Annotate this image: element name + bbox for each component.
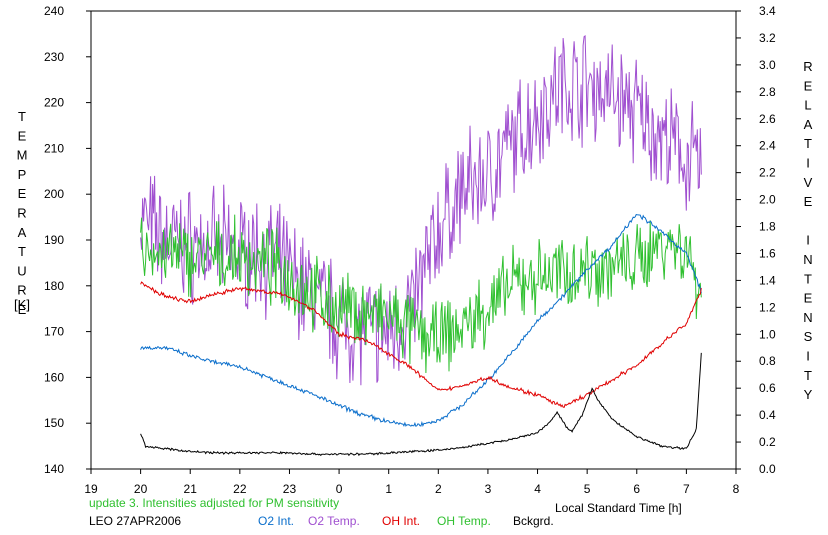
y-left-tick-label: 210 <box>44 141 64 155</box>
y-right-tick-label: 3.0 <box>759 58 776 72</box>
y-left-tick-label: 190 <box>44 233 64 247</box>
legend: O2 Int. O2 Temp. OH Int. OH Temp. Bckgrd. <box>258 514 554 528</box>
x-tick-label: 0 <box>336 482 343 496</box>
y-right-tick-label: 0.4 <box>759 408 776 422</box>
y-left-tick-label: 140 <box>44 462 64 476</box>
y-right-title-letter: I <box>806 233 810 248</box>
y-right-tick-label: 0.0 <box>759 462 776 476</box>
plot-lines <box>140 34 702 457</box>
y-right-tick-label: 1.6 <box>759 246 776 260</box>
y-left-title-letter: R <box>17 283 26 298</box>
y-left-tick-label: 180 <box>44 279 64 293</box>
x-axis-title: Local Standard Time [h] <box>555 501 682 515</box>
y-left-title-letter: T <box>18 109 26 124</box>
y-left-title-letter: M <box>17 148 28 163</box>
x-tick-label: 5 <box>584 482 591 496</box>
y-right-tick-label: 2.4 <box>759 139 776 153</box>
y-axis-right: 0.0 0.2 0.4 0.6 0.8 1.0 1.2 1.4 1.6 1.8 2.0 2.2 2.4 2… <box>736 4 776 476</box>
y-right-tick-label: 2.8 <box>759 85 776 99</box>
y-right-title-letter: R <box>803 59 812 74</box>
series-line <box>140 214 702 428</box>
annotation-note: update 3. Intensities adjusted for PM se… <box>89 496 339 510</box>
series-line <box>140 214 702 374</box>
series-line <box>140 352 702 457</box>
y-left-tick-label: 230 <box>44 50 64 64</box>
x-tick-label: 2 <box>435 482 442 496</box>
series-line <box>140 281 702 409</box>
legend-item: Bckgrd. <box>513 514 554 528</box>
x-tick-label: 7 <box>683 482 690 496</box>
y-left-tick-label: 220 <box>44 96 64 110</box>
legend-item: O2 Int. <box>258 514 294 528</box>
x-tick-label: 8 <box>733 482 740 496</box>
y-left-title-letter: U <box>17 263 26 278</box>
y-left-tick-label: 160 <box>44 370 64 384</box>
y-left-title-letter: E <box>18 128 27 143</box>
y-left-title-letter: T <box>18 244 26 259</box>
y-right-tick-label: 2.0 <box>759 193 776 207</box>
y-left-tick-label: 170 <box>44 325 64 339</box>
y-left-tick-label: 150 <box>44 416 64 430</box>
y-right-title-letter: E <box>804 291 813 306</box>
y-right-title-letter: A <box>804 117 813 132</box>
y-right-title-letter: N <box>803 310 812 325</box>
y-left-tick-label: 200 <box>44 187 64 201</box>
y-right-title-letter: E <box>804 194 813 209</box>
x-tick-label: 3 <box>485 482 492 496</box>
y-right-title-letter: S <box>804 329 813 344</box>
y-right-title-letter: T <box>804 271 812 286</box>
y-axis-left: 140 150 160 170 180 190 200 210 220 230 240 <box>44 4 91 476</box>
y-right-tick-label: 0.2 <box>759 435 776 449</box>
y-right-title-letter: N <box>803 252 812 267</box>
y-left-tick-label: 240 <box>44 4 64 18</box>
y-right-title-letter: E <box>804 78 813 93</box>
y-right-tick-label: 1.4 <box>759 273 776 287</box>
x-tick-label: 22 <box>233 482 247 496</box>
y-right-tick-label: 3.2 <box>759 31 776 45</box>
y-right-title-letter: L <box>804 98 811 113</box>
y-right-tick-label: 1.0 <box>759 327 776 341</box>
y-left-title-letter: E <box>18 302 27 317</box>
y-left-title-letter: R <box>17 206 26 221</box>
y-axis-left-unit: [K] <box>14 297 30 312</box>
legend-item: OH Temp. <box>437 514 491 528</box>
y-right-title-letter: V <box>804 175 813 190</box>
x-tick-label: 1 <box>385 482 392 496</box>
y-right-title-letter: I <box>806 156 810 171</box>
y-right-tick-label: 2.2 <box>759 166 776 180</box>
x-tick-label: 23 <box>283 482 297 496</box>
station-label: LEO 27APR2006 <box>89 514 181 528</box>
y-right-tick-label: 0.8 <box>759 354 776 368</box>
y-right-tick-label: 2.6 <box>759 112 776 126</box>
x-tick-label: 20 <box>134 482 148 496</box>
legend-item: OH Int. <box>382 514 420 528</box>
y-right-title-letter: I <box>806 349 810 364</box>
x-tick-label: 21 <box>184 482 198 496</box>
y-right-title-letter: Y <box>804 387 813 402</box>
x-tick-label: 6 <box>633 482 640 496</box>
y-right-tick-label: 3.4 <box>759 4 776 18</box>
legend-item: O2 Temp. <box>308 514 360 528</box>
x-axis: 19 20 21 22 23 0 1 2 3 4 5 6 7 8 <box>84 469 740 496</box>
y-right-title-letter: T <box>804 368 812 383</box>
y-right-tick-label: 1.8 <box>759 220 776 234</box>
x-tick-label: 19 <box>84 482 98 496</box>
y-right-title-letter: T <box>804 136 812 151</box>
y-left-title-letter: E <box>18 186 27 201</box>
y-left-title-letter: A <box>18 225 27 240</box>
x-tick-label: 4 <box>534 482 541 496</box>
y-right-tick-label: 1.2 <box>759 300 776 314</box>
y-right-tick-label: 0.6 <box>759 381 776 395</box>
y-left-title-letter: P <box>18 167 27 182</box>
